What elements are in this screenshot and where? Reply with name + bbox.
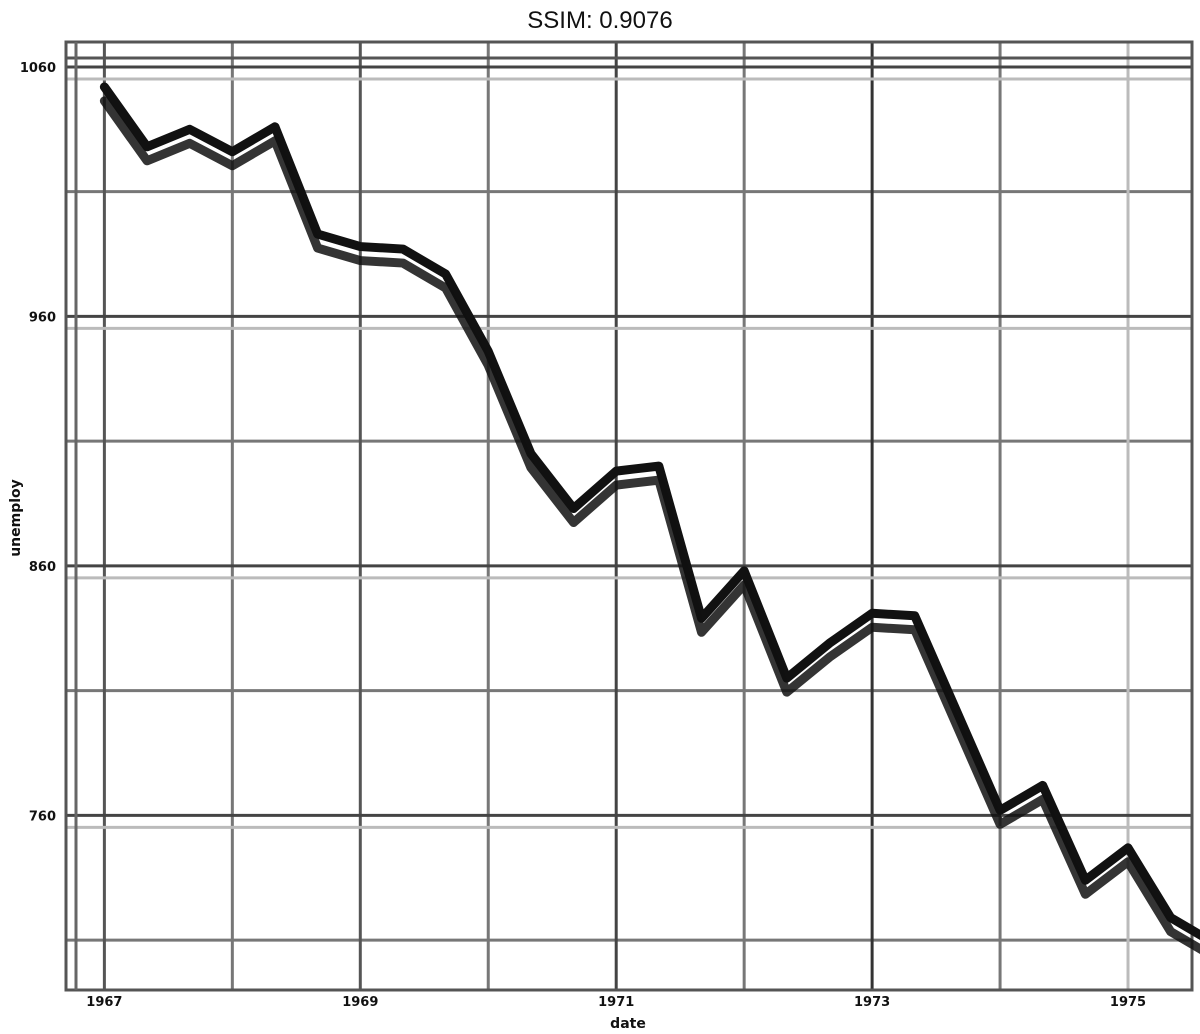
x-axis-label: date <box>610 1016 646 1032</box>
x-axis-ticks: 1967 1969 1971 1973 1975 <box>86 995 1146 1010</box>
plot-border <box>64 40 1194 992</box>
grid-minor <box>66 42 1192 990</box>
x-tick-label: 1975 <box>1110 995 1146 1010</box>
chart-title: SSIM: 0.9076 <box>527 7 672 34</box>
series-layer <box>99 82 1200 955</box>
y-tick-label: 760 <box>29 809 56 824</box>
series-line-echo <box>99 96 1200 955</box>
y-axis-ticks: 1060 960 860 760 <box>20 61 56 824</box>
x-tick-label: 1973 <box>854 995 890 1010</box>
plot-frame <box>64 40 1194 992</box>
x-tick-label: 1971 <box>598 995 634 1010</box>
y-tick-label: 960 <box>29 310 56 325</box>
series-line <box>99 82 1200 941</box>
y-tick-label: 860 <box>29 560 56 575</box>
grid-major <box>66 42 1192 990</box>
x-tick-label: 1967 <box>86 995 122 1010</box>
y-tick-label: 1060 <box>20 61 56 76</box>
x-tick-label: 1969 <box>342 995 378 1010</box>
y-axis-label: unemploy <box>8 479 24 557</box>
